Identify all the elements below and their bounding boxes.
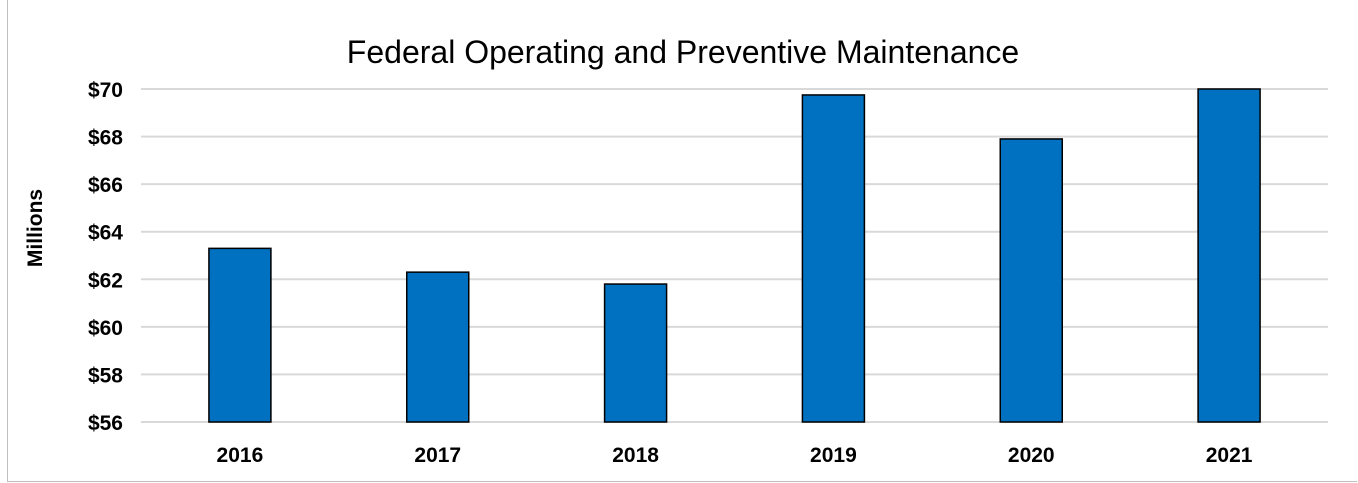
y-tick-label: $58 <box>88 364 123 387</box>
y-tick-label: $64 <box>88 222 123 245</box>
bar-2018 <box>603 283 668 423</box>
x-tick-label: 2020 <box>1008 444 1055 467</box>
x-axis-ticks: 2016 2017 2018 2019 2020 2021 <box>217 444 1253 467</box>
y-tick-label: $68 <box>88 127 123 150</box>
bar-2019 <box>801 94 866 423</box>
x-tick-label: 2016 <box>217 444 264 467</box>
bar-2021 <box>1197 88 1261 423</box>
y-tick-label: $60 <box>88 317 123 340</box>
y-tick-label: $66 <box>88 174 123 197</box>
y-axis-ticks: $56 $58 $60 $62 $64 $66 $68 $70 <box>88 79 123 435</box>
y-tick-label: $56 <box>88 412 123 435</box>
y-tick-label: $62 <box>88 269 123 292</box>
x-tick-label: 2018 <box>612 444 659 467</box>
chart-frame: Federal Operating and Preventive Mainten… <box>7 0 1357 482</box>
y-tick-label: $70 <box>88 79 123 102</box>
bar-2020 <box>999 138 1063 423</box>
bars <box>208 88 1261 423</box>
chart-title: Federal Operating and Preventive Mainten… <box>347 34 1019 70</box>
bar-2016 <box>208 247 272 423</box>
gridlines <box>141 88 1328 423</box>
bar-2017 <box>406 271 470 423</box>
x-tick-label: 2019 <box>810 444 857 467</box>
x-tick-label: 2021 <box>1206 444 1253 467</box>
y-axis-title: Millions <box>24 189 47 267</box>
bar-chart: Federal Operating and Preventive Mainten… <box>24 34 1328 467</box>
x-tick-label: 2017 <box>414 444 461 467</box>
